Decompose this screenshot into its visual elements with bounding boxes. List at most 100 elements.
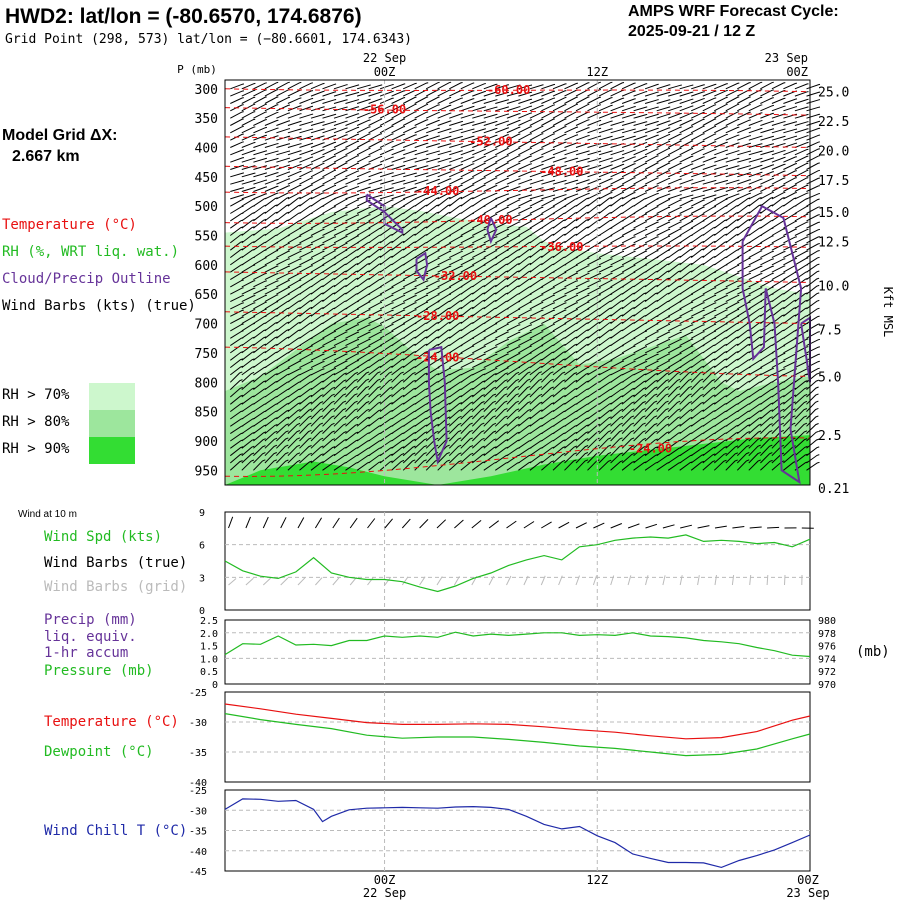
wind-barb [322, 453, 336, 464]
wind-barb [691, 171, 705, 178]
wind-barb [356, 432, 371, 442]
wind-barb [379, 358, 394, 368]
wind-barb [690, 331, 705, 339]
wind-barb [656, 263, 670, 273]
wind-barb [794, 408, 808, 420]
wind-barb [679, 84, 694, 90]
wind-barb [783, 98, 798, 104]
wind-barb [264, 307, 279, 317]
wind-barb [806, 99, 821, 104]
wind-barb [506, 408, 520, 420]
wind-barb [621, 236, 636, 244]
wind-barb [483, 346, 498, 354]
wind-barb [783, 236, 798, 244]
wind-barb [345, 133, 360, 141]
forecast-cycle-value: 2025-09-21 / 12 Z [628, 23, 756, 40]
wind-barb-grid [453, 576, 460, 586]
wind-barb [230, 410, 244, 420]
wind-barb [541, 446, 555, 457]
height-tick-label: 12.5 [818, 235, 849, 250]
wind-barb [448, 415, 462, 427]
wind-barb [437, 416, 451, 427]
wind-barb [483, 192, 498, 200]
wind-barb [506, 316, 521, 325]
wind-barb [449, 143, 463, 148]
wind-barb [287, 352, 302, 361]
wind-barb [437, 120, 452, 126]
wind-barb [737, 351, 751, 361]
wind-barb [621, 250, 636, 259]
wind-barb [437, 235, 452, 244]
wind-barb [230, 402, 244, 412]
legend-temperature-sfc: Temperature (°C) [44, 714, 179, 730]
wind-barb [494, 393, 508, 405]
wind-barb [633, 373, 647, 383]
wind-barb [783, 285, 797, 295]
wind-barb [322, 330, 336, 339]
wind-barb [598, 352, 613, 361]
wind-barb [714, 410, 728, 420]
wind-barb [472, 314, 486, 325]
wind-barb [414, 134, 429, 141]
wind-barb [644, 360, 659, 369]
wind-barb [794, 430, 808, 442]
wind-barb [483, 155, 498, 163]
pressure-tick-label: 972 [818, 667, 836, 678]
wind-barb [379, 140, 394, 148]
wind-barb [241, 193, 256, 200]
wind-barb [310, 299, 324, 310]
wind-barb [668, 186, 682, 192]
wind-barb [656, 353, 671, 361]
temperature-tick-label: -30 [189, 718, 207, 729]
wind-barb [679, 338, 694, 347]
wind-barb [644, 120, 659, 126]
wind-barb [633, 415, 646, 427]
wind-barb [322, 236, 337, 244]
wind-barb [760, 150, 775, 156]
wind-barb [276, 300, 290, 310]
wind-barb [299, 460, 313, 471]
wind-barb [541, 358, 555, 368]
wind-barb [276, 321, 290, 332]
wind-barb [748, 314, 762, 325]
wind-barb [483, 213, 498, 222]
wind-barb [575, 452, 589, 464]
wind-barb [287, 459, 301, 471]
wind-barb [460, 113, 475, 119]
wind-barb [472, 149, 486, 156]
wind-barb [276, 258, 290, 266]
wind-barb [368, 409, 382, 420]
wind-barb [529, 104, 544, 112]
wind-barb [495, 256, 509, 266]
wind-barb [287, 265, 302, 273]
wind-barb [230, 212, 244, 222]
wind-barb [241, 425, 255, 435]
wind-barb [310, 128, 325, 134]
wind-barb [472, 228, 486, 236]
isotherm-line [224, 88, 811, 93]
wind-barb [241, 336, 255, 347]
wind-barb-grid [523, 575, 529, 586]
precip-tick-label: 2.5 [200, 616, 218, 627]
wind-barb [241, 96, 256, 104]
wind-barb [402, 336, 417, 347]
wind-barb [702, 125, 717, 134]
wind-barb [345, 214, 360, 222]
wind-barb [518, 366, 532, 376]
wind-barb [529, 331, 544, 339]
wind-barb [287, 81, 302, 90]
wind-barb [230, 90, 244, 97]
wind-barb [656, 277, 670, 288]
wind-barb [483, 299, 497, 310]
wind-barb [529, 148, 544, 156]
wind-barb [368, 424, 382, 435]
wind-chill-tick-label: -35 [189, 827, 207, 838]
wind-barb [506, 249, 521, 259]
wind-barb [472, 135, 486, 141]
wind-barb [564, 410, 578, 420]
wind-barb [575, 322, 590, 332]
wind-barb [587, 104, 602, 112]
wind-barb [667, 147, 682, 156]
wind-barb [448, 437, 462, 449]
wind-barb [402, 379, 416, 390]
